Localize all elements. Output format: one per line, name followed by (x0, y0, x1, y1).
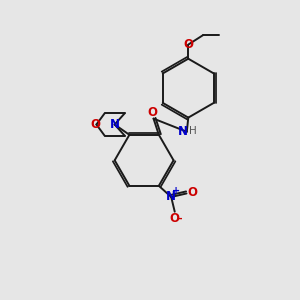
Text: N: N (110, 118, 120, 131)
Text: O: O (170, 212, 180, 225)
Text: O: O (183, 38, 193, 51)
Text: O: O (188, 186, 197, 200)
Text: O: O (147, 106, 157, 119)
Text: N: N (166, 190, 176, 203)
Text: -: - (178, 214, 182, 224)
Text: H: H (189, 126, 197, 136)
Text: +: + (172, 185, 181, 196)
Text: O: O (91, 118, 101, 131)
Text: N: N (178, 125, 188, 138)
